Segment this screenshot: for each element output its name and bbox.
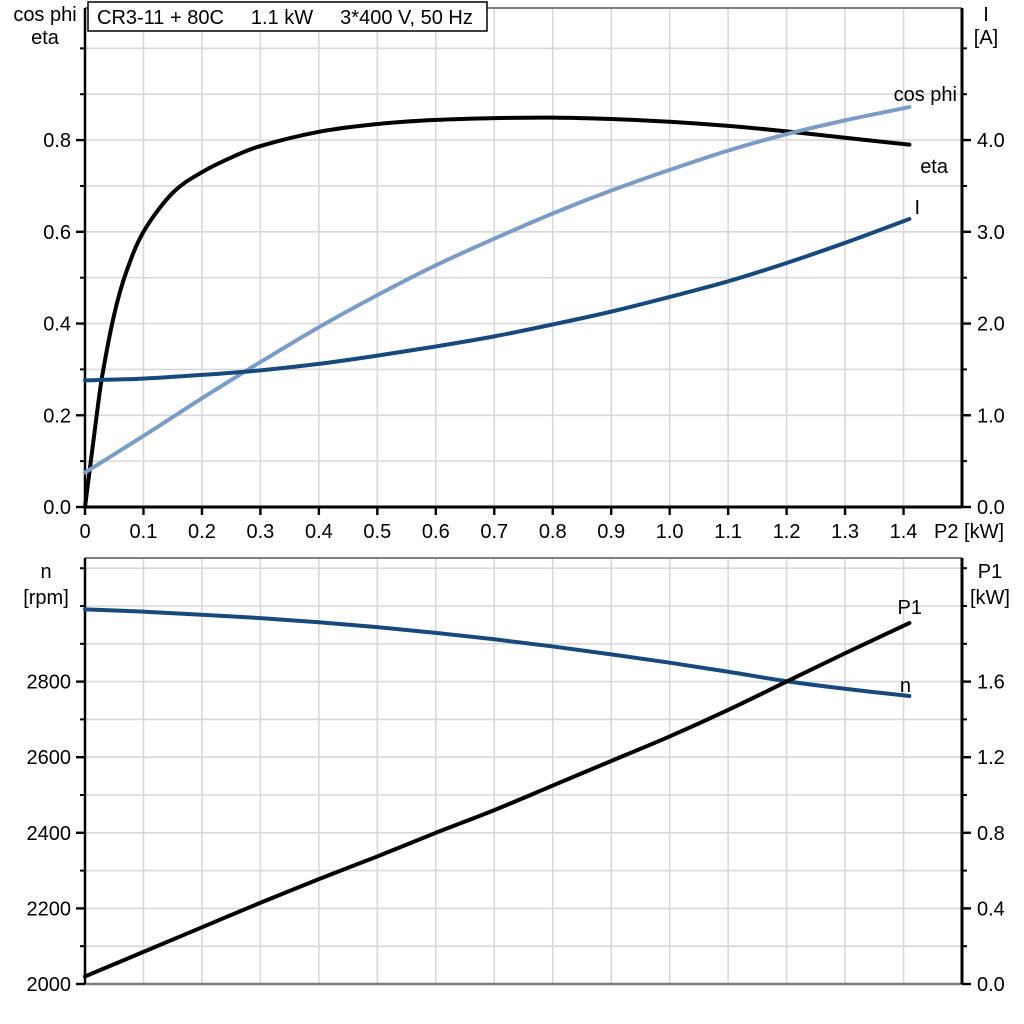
left-tick-label: 2400 [27, 823, 72, 845]
series-label-speed: n [900, 675, 911, 697]
title-box-frame [87, 1, 488, 32]
x-tick-label: 0.5 [363, 521, 391, 543]
series-label-current: I [914, 197, 920, 219]
x-tick-label: 0.7 [480, 521, 508, 543]
top-right-axis-label-line2: [A] [974, 27, 998, 49]
top-plot: 0.0 0.2 0.4 0.6 0.8 0.0 1.0 2.0 3.0 4.0 0 0.1 0.2 0.3… [43, 7, 1005, 543]
x-tick-label: 0.2 [188, 521, 216, 543]
x-tick-label: 0.1 [130, 521, 158, 543]
right-tick-label: 1.6 [977, 672, 1005, 694]
series-label-p1: P1 [898, 597, 922, 619]
x-tick-label: 0.3 [246, 521, 274, 543]
right-tick-label: 3.0 [977, 222, 1005, 244]
x-tick-label: 1.2 [773, 521, 801, 543]
x-tick-label: 1.3 [831, 521, 859, 543]
top-left-axis-label-line2: eta [31, 27, 60, 49]
right-tick-label: 1.0 [977, 405, 1005, 427]
series-curve-cos-phi [83, 105, 912, 475]
series-curve-n [83, 607, 912, 698]
bottom-left-axis-label-line2: [rpm] [23, 587, 69, 609]
series-labels: cos phi eta I P1 n [894, 84, 957, 697]
x-tick-label: 1.4 [890, 521, 918, 543]
left-tick-label: 0.4 [43, 314, 71, 336]
right-tick-label: 0.0 [977, 497, 1005, 519]
x-tick-label: 1.0 [656, 521, 684, 543]
x-tick-label: 0.8 [539, 521, 567, 543]
right-tick-label: 0.8 [977, 823, 1005, 845]
right-tick-label: 0.0 [977, 974, 1005, 996]
bottom-plot: 2000 2200 2400 2600 2800 0.0 0.4 0.8 1.2 1.6 [27, 557, 1005, 996]
x-tick-label: 0 [79, 521, 90, 543]
bottom-right-axis-label-line1: P1 [978, 561, 1002, 583]
left-tick-label: 2600 [27, 747, 72, 769]
left-tick-label: 2800 [27, 672, 72, 694]
axis-corner-labels: cos phi eta I [A] n [rpm] P1 [kW] [13, 4, 1010, 609]
x-tick-label: 0.4 [305, 521, 333, 543]
right-tick-label: 4.0 [977, 130, 1005, 152]
left-tick-label: 0.2 [43, 405, 71, 427]
series-curve-eta [83, 115, 912, 509]
x-tick-label: 1.1 [714, 521, 742, 543]
top-right-axis-label-line1: I [983, 4, 989, 26]
left-tick-label: 2000 [27, 974, 72, 996]
top-left-axis-label-line1: cos phi [13, 4, 76, 26]
title-supply: 3*400 V, 50 Hz [340, 7, 473, 29]
x-tick-label: 0.6 [422, 521, 450, 543]
series-curve-i [83, 216, 912, 383]
title-power: 1.1 kW [251, 7, 313, 29]
left-tick-label: 0.0 [43, 497, 71, 519]
title-model: CR3-11 + 80C [97, 7, 224, 29]
series-label-cos-phi: cos phi [894, 84, 957, 106]
right-tick-label: 1.2 [977, 747, 1005, 769]
x-axis-unit-label: P2 [kW] [934, 521, 1004, 543]
chart-title: CR3-11 + 80C 1.1 kW 3*400 V, 50 Hz [97, 7, 473, 29]
bottom-left-axis-label-line1: n [40, 561, 51, 583]
bottom-right-axis-label-line2: [kW] [970, 587, 1010, 609]
left-tick-label: 2200 [27, 898, 72, 920]
title-box: CR3-11 + 80C 1.1 kW 3*400 V, 50 Hz [87, 1, 488, 32]
right-tick-label: 2.0 [977, 314, 1005, 336]
left-tick-label: 0.8 [43, 130, 71, 152]
series-curve-p1 [83, 621, 912, 979]
series-label-eta: eta [920, 156, 949, 178]
right-tick-label: 0.4 [977, 898, 1005, 920]
x-tick-label: 0.9 [597, 521, 625, 543]
left-tick-label: 0.6 [43, 222, 71, 244]
